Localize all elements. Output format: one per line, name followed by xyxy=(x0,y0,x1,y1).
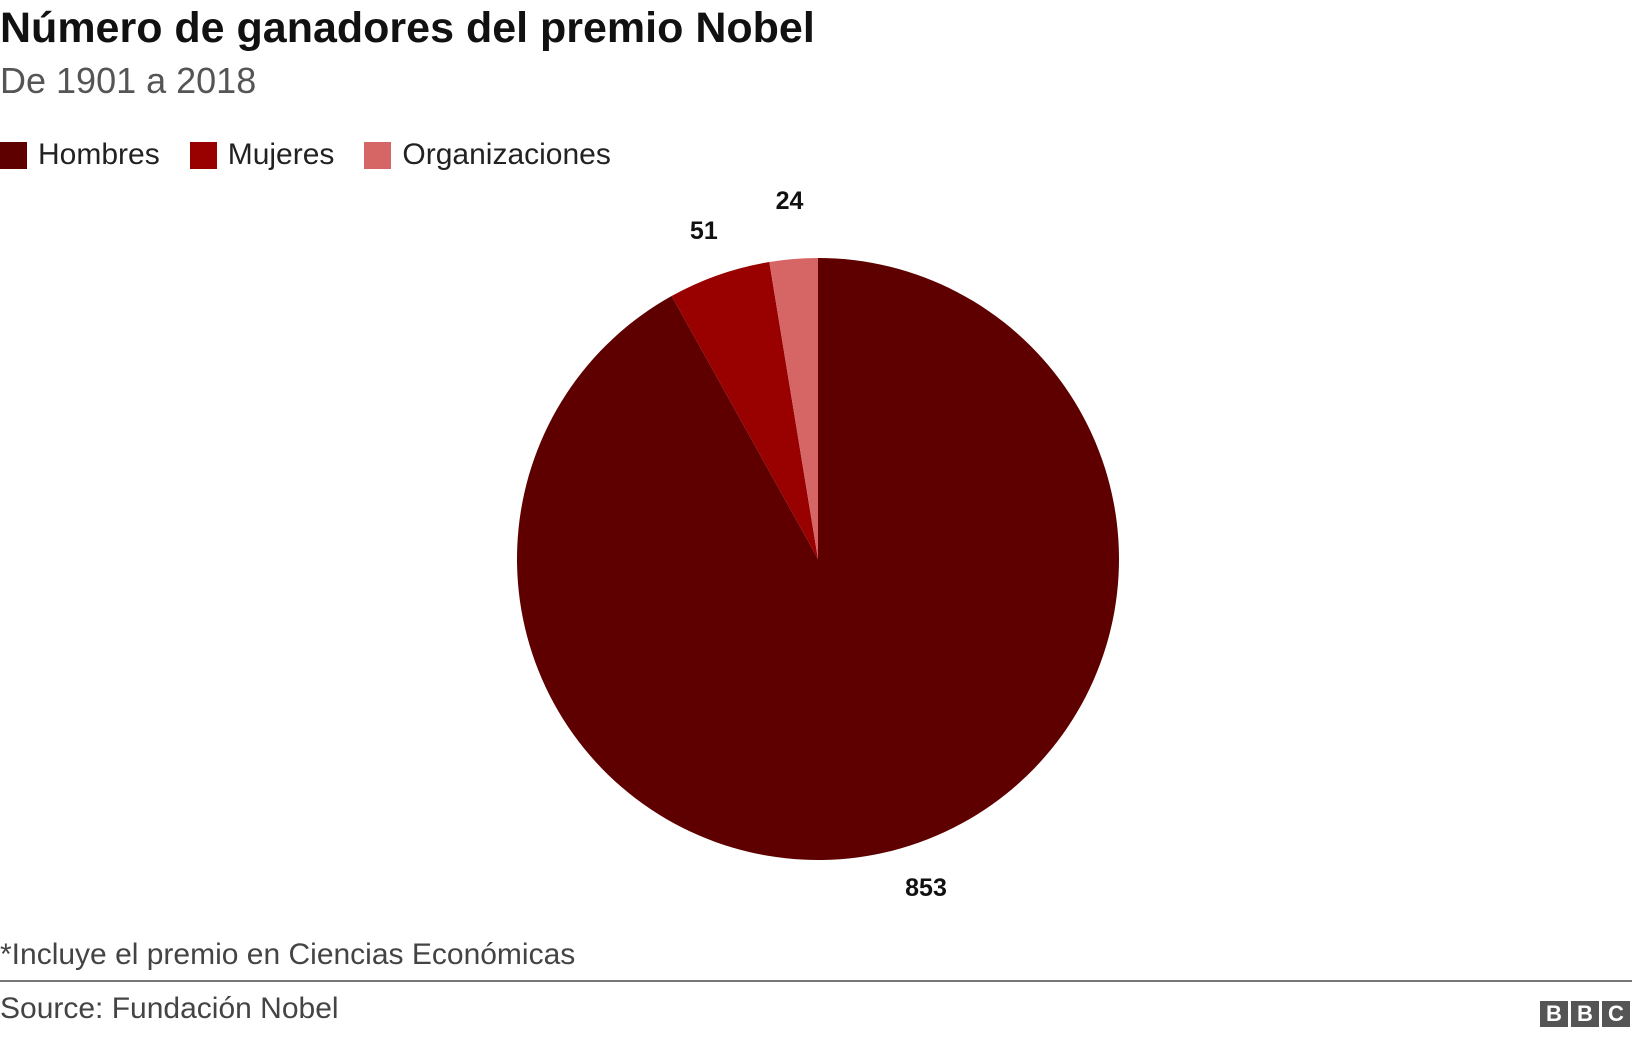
legend-item-organizaciones: Organizaciones xyxy=(364,138,611,172)
bbc-logo-letter: C xyxy=(1602,1001,1630,1027)
legend-label: Organizaciones xyxy=(402,138,611,171)
legend-item-hombres: Hombres xyxy=(0,138,160,172)
legend-label: Hombres xyxy=(38,138,160,171)
footnote: *Incluye el premio en Ciencias Económica… xyxy=(0,938,576,971)
legend-item-mujeres: Mujeres xyxy=(189,138,335,172)
legend: Hombres Mujeres Organizaciones xyxy=(0,138,641,172)
legend-label: Mujeres xyxy=(227,138,335,171)
legend-swatch xyxy=(364,141,392,169)
data-label-hombres: 853 xyxy=(905,874,947,902)
bbc-logo-letter: B xyxy=(1571,1001,1599,1027)
legend-swatch xyxy=(0,141,27,169)
data-label-organizaciones: 24 xyxy=(776,187,804,215)
pie-slice-mujeres xyxy=(671,261,818,559)
source: Source: Fundación Nobel xyxy=(0,992,339,1025)
legend-swatch xyxy=(189,141,217,169)
pie-slice-organizaciones xyxy=(769,258,818,559)
divider xyxy=(0,980,1632,982)
data-label-mujeres: 51 xyxy=(690,217,718,245)
chart-subtitle: De 1901 a 2018 xyxy=(0,60,257,101)
chart-title: Número de ganadores del premio Nobel xyxy=(0,4,815,52)
bbc-logo-letter: B xyxy=(1540,1001,1568,1027)
